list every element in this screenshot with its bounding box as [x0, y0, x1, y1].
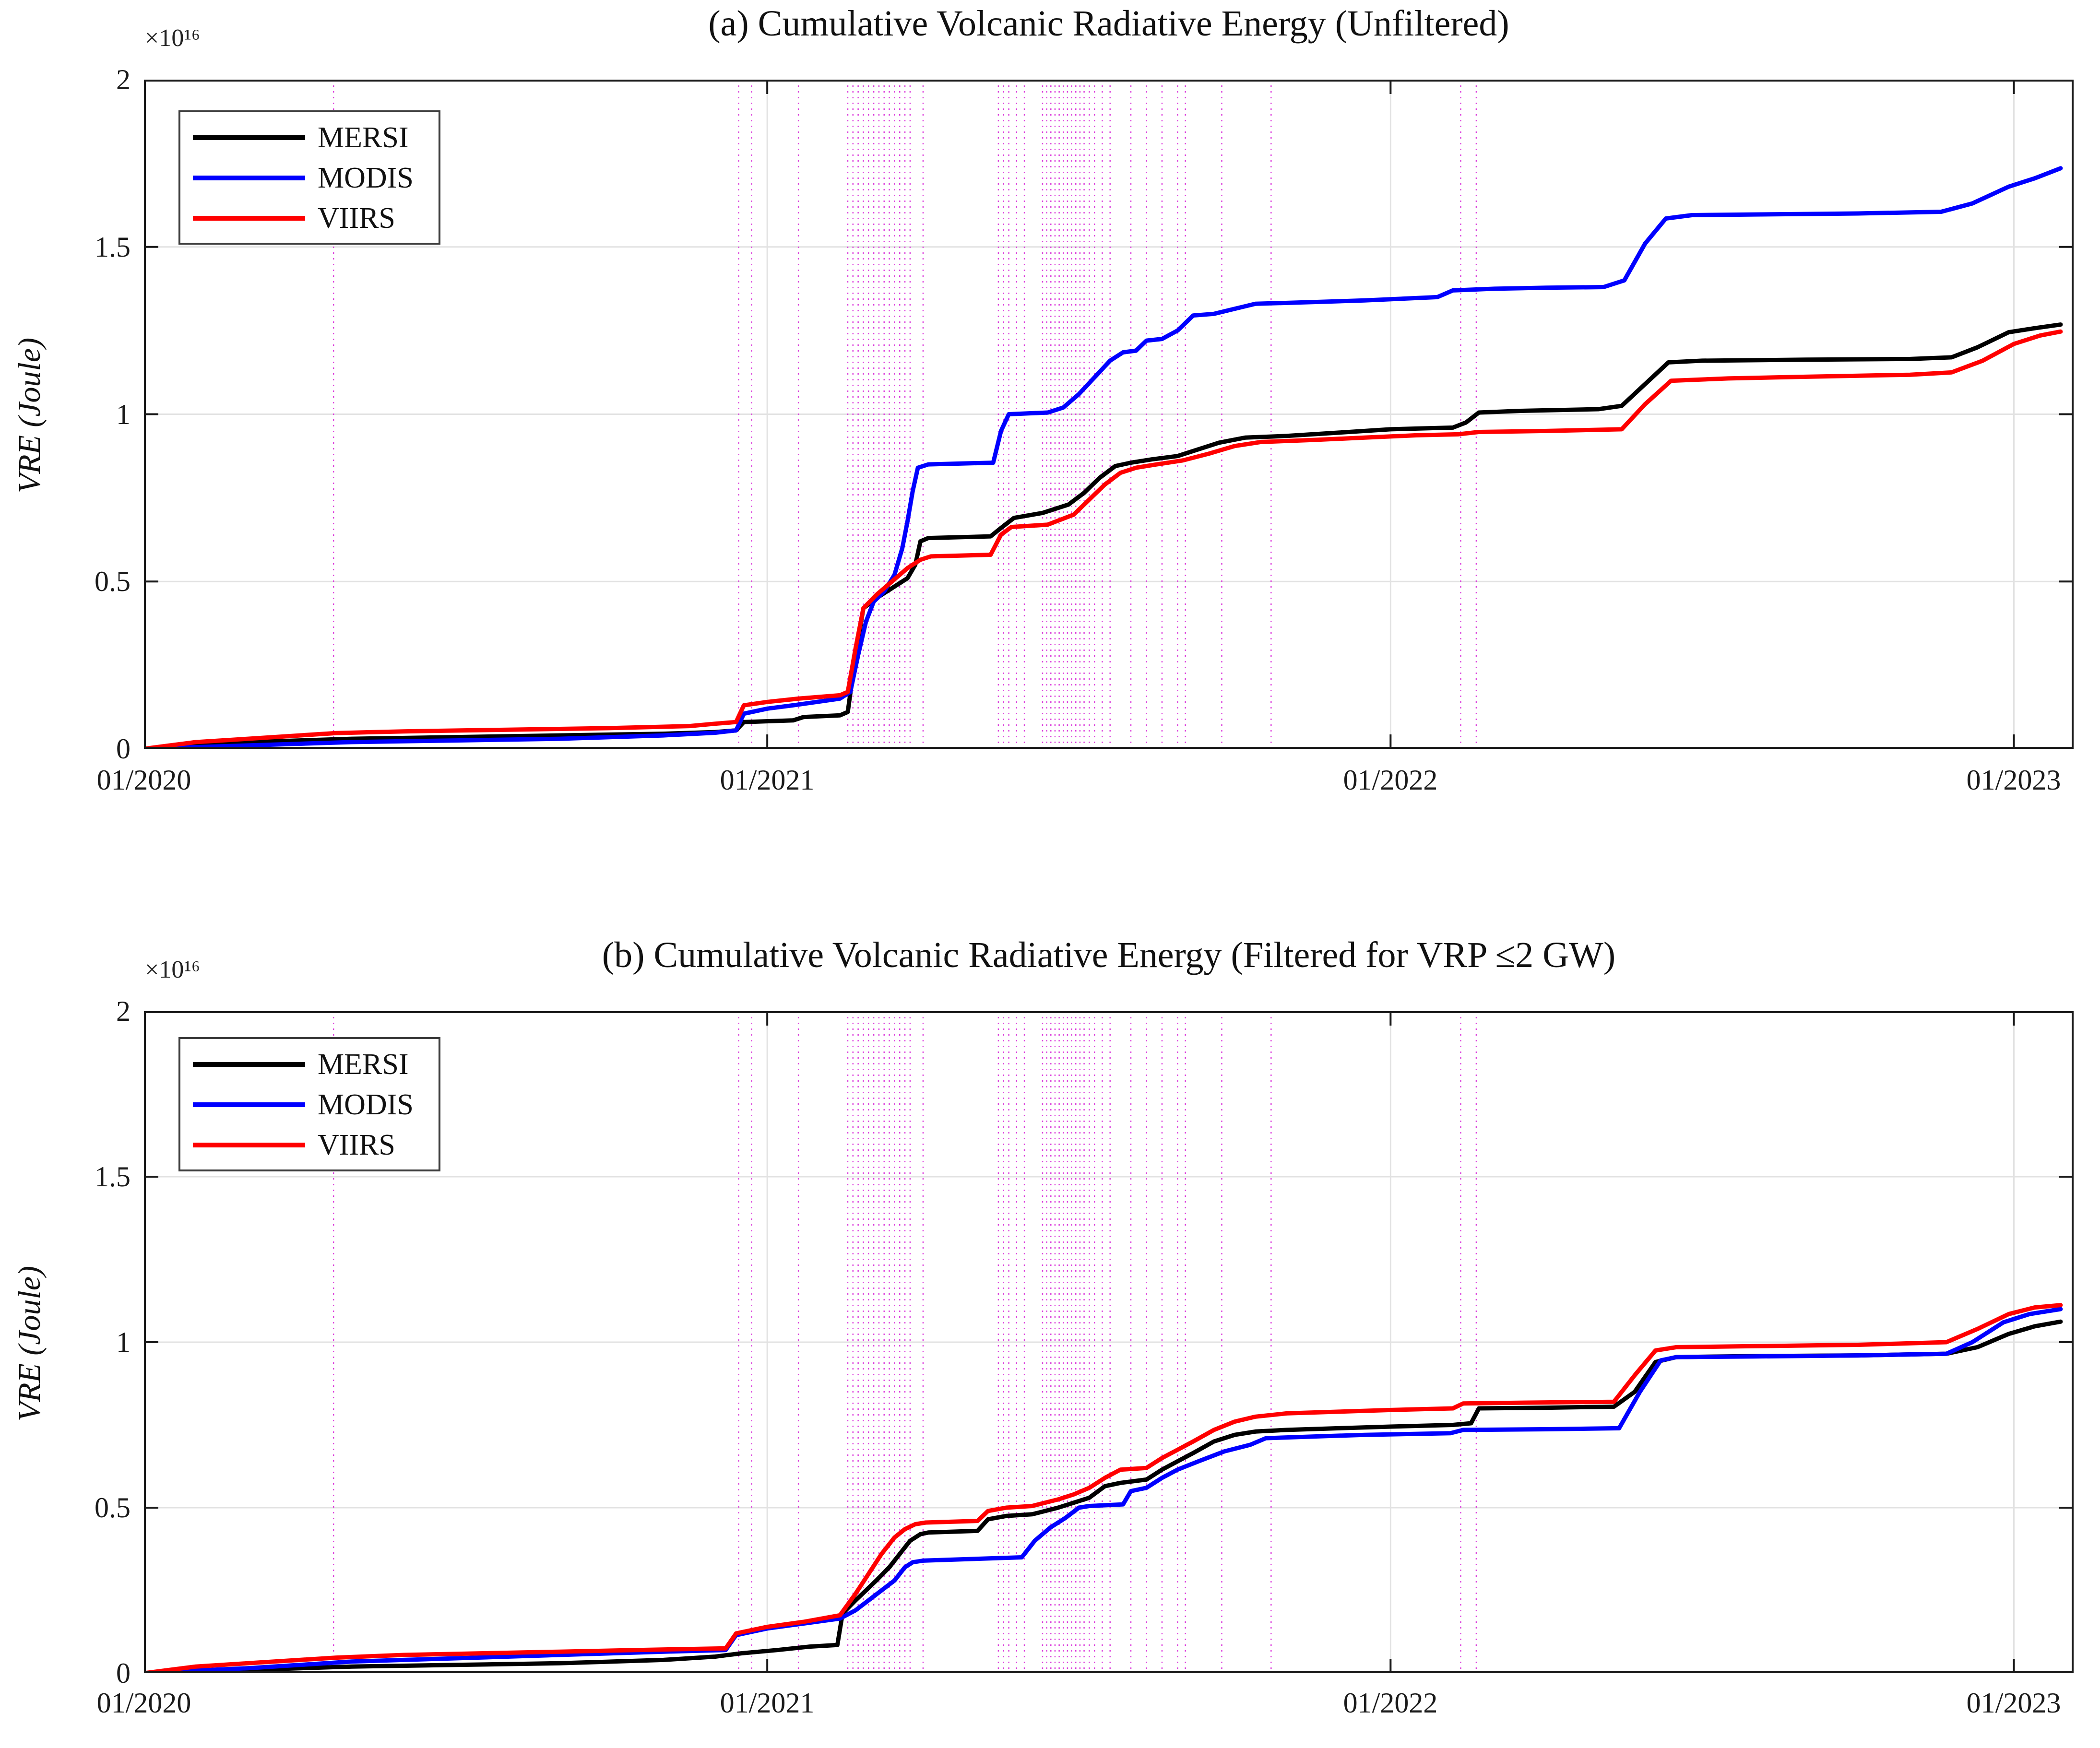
legend-item-modis: MODIS: [180, 1088, 439, 1122]
y-tick-label: 0: [116, 733, 131, 765]
legend-label-viirs: VIIRS: [318, 202, 395, 235]
subplot-a-title: (a) Cumulative Volcanic Radiative Energy…: [708, 3, 1509, 44]
x-tick-label: 01/2020: [96, 764, 191, 796]
y-tick-label: 0: [116, 1657, 131, 1689]
subplot-b-canvas: [144, 1011, 2074, 1673]
subplot-b-exponent-label: ×10¹⁶: [145, 956, 201, 983]
modis-line-swatch: [193, 176, 305, 180]
legend-item-mersi: MERSI: [180, 121, 439, 154]
legend-label-mersi: MERSI: [318, 121, 409, 154]
y-tick-label: 0.5: [95, 1492, 131, 1524]
x-tick-label: 01/2021: [720, 764, 815, 796]
subplot-a-exponent-label: ×10¹⁶: [145, 24, 201, 52]
y-tick-label: 2: [116, 995, 131, 1027]
y-tick-label: 1: [116, 399, 131, 430]
mersi-line-swatch: [193, 1062, 305, 1067]
legend-label-viirs: VIIRS: [318, 1129, 395, 1161]
legend-item-viirs: VIIRS: [180, 1128, 439, 1162]
subplot-b-title: (b) Cumulative Volcanic Radiative Energy…: [602, 935, 1616, 975]
legend-label-modis: MODIS: [318, 1088, 414, 1121]
y-tick-label: 2: [116, 64, 131, 95]
x-tick-label: 01/2021: [720, 1687, 815, 1719]
y-tick-label: 1.5: [95, 1161, 131, 1193]
viirs-line-swatch: [193, 216, 305, 221]
x-tick-label: 01/2020: [96, 1687, 191, 1719]
y-tick-label: 1.5: [95, 231, 131, 263]
y-tick-label: 1: [116, 1326, 131, 1358]
viirs-line-swatch: [193, 1143, 305, 1147]
legend-item-viirs: VIIRS: [180, 201, 439, 235]
subplot-a-canvas: [144, 80, 2074, 749]
legend-item-mersi: MERSI: [180, 1048, 439, 1081]
modis-line-swatch: [193, 1102, 305, 1107]
y-tick-label: 0.5: [95, 566, 131, 597]
x-tick-label: 01/2023: [1966, 1687, 2061, 1719]
legend-item-modis: MODIS: [180, 161, 439, 195]
legend-label-mersi: MERSI: [318, 1048, 409, 1081]
x-tick-label: 01/2022: [1343, 764, 1438, 796]
x-tick-label: 01/2023: [1966, 764, 2061, 796]
x-tick-label: 01/2022: [1343, 1687, 1438, 1719]
legend-b: MERSI MODIS VIIRS: [178, 1037, 440, 1171]
legend-a: MERSI MODIS VIIRS: [178, 110, 440, 245]
legend-label-modis: MODIS: [318, 162, 414, 194]
mersi-line-swatch: [193, 135, 305, 140]
